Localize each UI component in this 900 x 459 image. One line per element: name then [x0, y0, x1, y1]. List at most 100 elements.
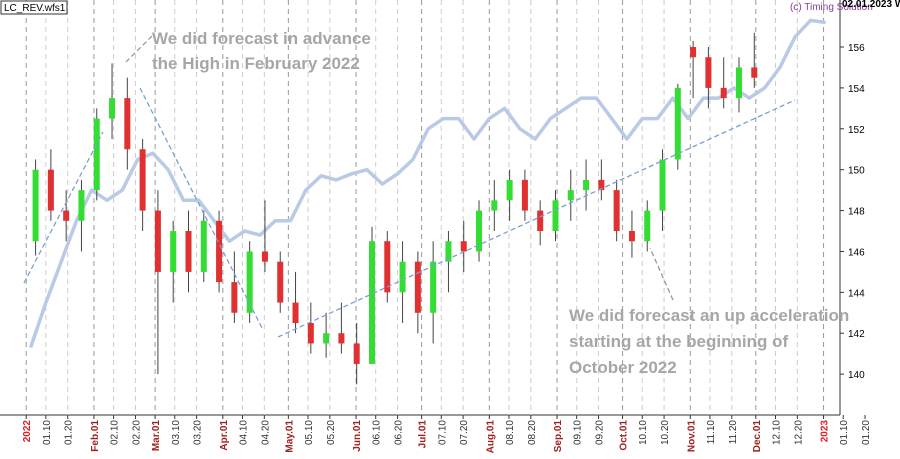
candle-body [32, 169, 39, 242]
candle-body [368, 241, 375, 364]
candle-body [598, 179, 605, 191]
candle-body [735, 67, 742, 99]
x-tick-label: 08.20 [527, 420, 538, 445]
arrow [125, 35, 153, 63]
title-box [0, 0, 68, 15]
candle-body [139, 149, 146, 211]
x-tick-label: 05.20 [326, 420, 337, 445]
x-tick-label: 01.20 [64, 420, 75, 445]
x-tick-label: 06.10 [372, 420, 383, 445]
candle-body [751, 67, 758, 78]
candle-body [705, 57, 712, 88]
annotation: We did forecast an up acceleration [569, 306, 849, 325]
x-tick-label: 01.20 [861, 420, 872, 445]
x-tick-label: 11.10 [706, 420, 717, 445]
x-tick-label: Sep.01 [553, 420, 564, 453]
candle-body [414, 261, 421, 313]
annotation: We did forecast in advance [152, 29, 371, 48]
candle-body [567, 190, 574, 201]
arrows [23, 35, 796, 338]
candle-body [261, 251, 268, 262]
x-tick-label: 03.20 [193, 420, 204, 445]
grid: 140 142 144 146 148 150 152 154 156 2022 01.10 01.2… [22, 0, 872, 453]
candle-body [644, 210, 651, 242]
x-tick-label: 02.20 [131, 420, 142, 445]
candle-body [47, 169, 54, 211]
y-tick-label: 148 [848, 207, 865, 218]
candle-body [78, 190, 85, 221]
candle-body [491, 200, 498, 211]
candle-body [430, 261, 437, 313]
annotation: October 2022 [569, 358, 677, 377]
candle-body [476, 210, 483, 252]
arrow [23, 131, 104, 284]
candle-body [93, 118, 100, 191]
x-tick-label: Aug.01 [485, 420, 496, 454]
candle-body [613, 190, 620, 232]
x-tick-label: 10.20 [660, 420, 671, 445]
x-tick-label: 07.10 [437, 420, 448, 445]
candle-body [537, 210, 544, 232]
candle-body [552, 200, 559, 232]
plot [28, 18, 826, 385]
arrow [649, 247, 674, 301]
y-tick-label: 152 [848, 125, 865, 136]
date-stamp: 02.01.2023 W [842, 0, 900, 10]
x-tick-label: 01.10 [42, 420, 53, 445]
x-tick-label: 04.20 [260, 420, 271, 445]
candle-body [154, 210, 161, 272]
candle-body [460, 241, 467, 252]
x-tick-label: 04.10 [238, 420, 249, 445]
annotation: starting at the beginning of [569, 332, 788, 351]
candle-body [659, 159, 666, 211]
x-tick-label: 02.10 [110, 420, 121, 445]
candle-body [246, 251, 253, 313]
annotation: the High in February 2022 [152, 54, 360, 73]
y-tick-label: 140 [848, 370, 865, 381]
candle-body [200, 220, 207, 272]
x-tick-label: 2022 [22, 420, 33, 443]
candle-body [170, 231, 177, 272]
arrow [139, 87, 264, 331]
x-tick-label: Feb.01 [90, 420, 101, 452]
x-tick-label: 08.10 [505, 420, 516, 445]
candle-body [216, 220, 223, 283]
x-tick-label: 06.20 [394, 420, 405, 445]
copyright: (c) Timing Solution [790, 2, 873, 13]
candle-body [292, 302, 299, 324]
candle-body [124, 98, 131, 150]
candle-body [338, 333, 345, 344]
forecast-line [28, 18, 826, 349]
x-tick-label: Oct.01 [619, 420, 630, 451]
candle-body [307, 323, 314, 344]
candle-body [720, 87, 727, 99]
x-tick-label: May.01 [284, 420, 295, 453]
x-tick-label: 03.10 [171, 420, 182, 445]
x-tick-label: 2023 [820, 420, 831, 443]
candle-body [323, 333, 330, 344]
candle-body [628, 231, 635, 242]
x-tick-label: Mar.01 [151, 420, 162, 452]
y-tick-label: 154 [848, 84, 865, 95]
x-tick-label: 11.20 [728, 420, 739, 445]
y-tick-label: 150 [848, 166, 865, 177]
x-tick-label: Jul.01 [418, 420, 429, 449]
x-tick-label: 12.20 [793, 420, 804, 445]
x-tick-label: 05.10 [304, 420, 315, 445]
y-tick-label: 146 [848, 247, 865, 258]
candle-body [63, 210, 70, 221]
candle-body [521, 179, 528, 211]
arrow [277, 99, 796, 338]
candle-body [583, 179, 590, 191]
chart-title: LC_REV.wfs1 [4, 3, 66, 14]
candle-body [353, 343, 360, 364]
x-tick-label: Dec.01 [752, 420, 763, 453]
x-tick-label: 01.10 [839, 420, 850, 445]
x-tick-label: 09.20 [595, 420, 606, 445]
candle-body [231, 282, 238, 313]
x-tick-label: Nov.01 [686, 420, 697, 452]
candle-body [277, 261, 284, 303]
candle-body [674, 87, 681, 160]
